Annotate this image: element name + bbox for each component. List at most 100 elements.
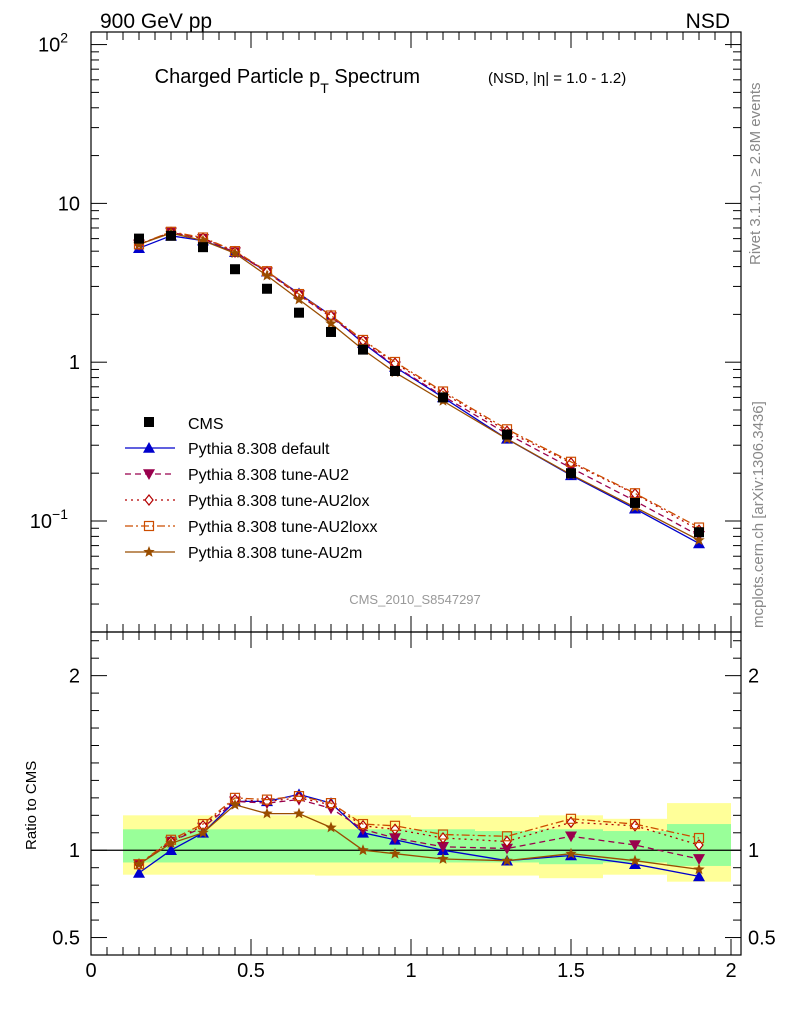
- ratio-frame: [90, 631, 742, 956]
- chart-title: Charged Particle pT Spectrum: [155, 66, 420, 96]
- x-tick-label: 2: [725, 960, 736, 982]
- ratio-y-axis: 0.5 0.5 1 1 2 2: [52, 640, 776, 950]
- series-marker-ratio: [133, 866, 145, 878]
- series-marker-ratio: [693, 854, 705, 865]
- ratio-y-tick-label-right: 1: [748, 840, 759, 862]
- series-marker-ratio: [629, 818, 641, 830]
- error-band-inner: [315, 829, 347, 863]
- data-point: [294, 307, 304, 318]
- x-tick-label: 0.5: [237, 960, 265, 982]
- series-marker-ratio: [357, 844, 369, 856]
- x-axis: 0 0.5 1 1.5 2: [85, 32, 737, 982]
- series-marker-ratio: [389, 833, 401, 845]
- series-marker-ratio: [693, 870, 705, 882]
- series-marker-ratio: [501, 854, 513, 866]
- series-marker-ratio: [438, 832, 448, 844]
- legend-marker: [143, 546, 155, 557]
- main-y-tick-label-base: 10: [38, 35, 60, 57]
- data-point: [358, 344, 368, 355]
- series-marker-ratio: [566, 816, 576, 829]
- main-y-tick-label-base: 10: [30, 511, 52, 533]
- series-marker-main: [261, 269, 273, 281]
- series-marker-ratio: [261, 794, 273, 805]
- series-marker-main: [293, 293, 305, 305]
- series-marker-ratio: [629, 858, 641, 870]
- data-point: [438, 392, 448, 403]
- legend-marker: [143, 442, 155, 453]
- legend-label: Pythia 8.308 default: [188, 441, 330, 458]
- legend-data-marker: [144, 417, 154, 427]
- ratio-y-tick-label-right: 2: [748, 666, 759, 688]
- main-y-tick-label-exp: −1: [52, 506, 68, 522]
- series-marker-ratio: [325, 821, 337, 833]
- series-marker-ratio: [390, 823, 400, 836]
- series-line-main: [138, 231, 700, 529]
- ratio-y-tick-label: 2: [69, 666, 80, 688]
- series-marker-ratio: [261, 807, 273, 819]
- series-marker-ratio: [565, 847, 577, 859]
- series-marker-ratio: [357, 818, 369, 830]
- series-marker-ratio: [501, 831, 513, 842]
- header-right: NSD: [686, 10, 730, 33]
- series-marker-ratio: [293, 807, 305, 819]
- series-line-ratio: [138, 795, 700, 865]
- x-tick-label: 0: [85, 960, 96, 982]
- series-line-ratio: [138, 804, 700, 871]
- data-point: [198, 242, 208, 253]
- series-marker-ratio: [437, 829, 449, 840]
- error-band-inner: [219, 829, 251, 863]
- series-marker-ratio: [165, 844, 177, 856]
- ratio-series: [133, 788, 705, 882]
- legend-label: Pythia 8.308 tune-AU2m: [188, 545, 362, 562]
- legend-marker: [143, 469, 155, 480]
- series-line-main: [138, 231, 700, 531]
- main-y-tick-label: 102: [38, 30, 68, 57]
- ratio-y-tick-label: 0.5: [52, 928, 80, 950]
- series-marker-main: [565, 456, 577, 467]
- series-marker-main: [229, 247, 241, 259]
- rivet-label: Rivet 3.1.10, ≥ 2.8M events: [747, 83, 764, 266]
- series-marker-ratio: [693, 863, 705, 875]
- chart-title-extra: (NSD, |η| = 1.0 - 1.2): [488, 70, 626, 87]
- series-line-main: [138, 231, 700, 537]
- series-marker-ratio: [325, 798, 337, 809]
- data-point: [230, 264, 240, 275]
- series-marker-ratio: [693, 832, 705, 844]
- series-marker-ratio: [165, 837, 177, 849]
- series-marker-ratio: [565, 831, 577, 843]
- series-marker-ratio: [629, 840, 641, 852]
- legend-label: Pythia 8.308 tune-AU2: [188, 467, 349, 484]
- data-point: [390, 366, 400, 377]
- series-marker-ratio: [229, 798, 241, 810]
- series-line-main: [138, 232, 700, 541]
- analysis-label: CMS_2010_S8547297: [349, 592, 481, 607]
- series-marker-ratio: [502, 835, 512, 848]
- data-point: [134, 233, 144, 244]
- series-marker-main: [197, 234, 209, 246]
- ratio-y-tick-label-right: 0.5: [748, 928, 776, 950]
- series-marker-ratio: [501, 843, 513, 855]
- main-y-tick-label: 1: [69, 352, 80, 374]
- series-marker-main: [325, 317, 337, 329]
- series-marker-ratio: [133, 858, 145, 870]
- main-frame: [90, 31, 742, 633]
- data-point: [262, 283, 272, 294]
- series-marker-ratio: [389, 820, 401, 831]
- main-series: [133, 226, 705, 549]
- legend-marker: [144, 494, 154, 506]
- series-marker-ratio: [293, 791, 305, 802]
- series-marker-ratio: [389, 847, 401, 859]
- error-band-inner: [251, 829, 283, 863]
- data-point: [694, 527, 704, 538]
- header-left: 900 GeV pp: [100, 10, 212, 33]
- series-marker-ratio: [629, 854, 641, 866]
- data-point: [630, 497, 640, 508]
- data-point: [166, 230, 176, 241]
- data-point: [502, 429, 512, 440]
- main-y-tick-label: 10: [58, 193, 80, 215]
- data-point: [566, 468, 576, 479]
- series-marker-main: [693, 534, 705, 546]
- legend-label: Pythia 8.308 tune-AU2loxx: [188, 519, 377, 536]
